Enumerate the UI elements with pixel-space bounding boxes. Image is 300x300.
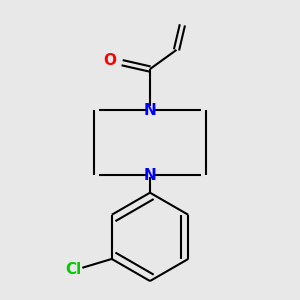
- Text: N: N: [144, 103, 156, 118]
- Text: O: O: [103, 53, 116, 68]
- Text: N: N: [144, 167, 156, 182]
- Text: Cl: Cl: [65, 262, 82, 277]
